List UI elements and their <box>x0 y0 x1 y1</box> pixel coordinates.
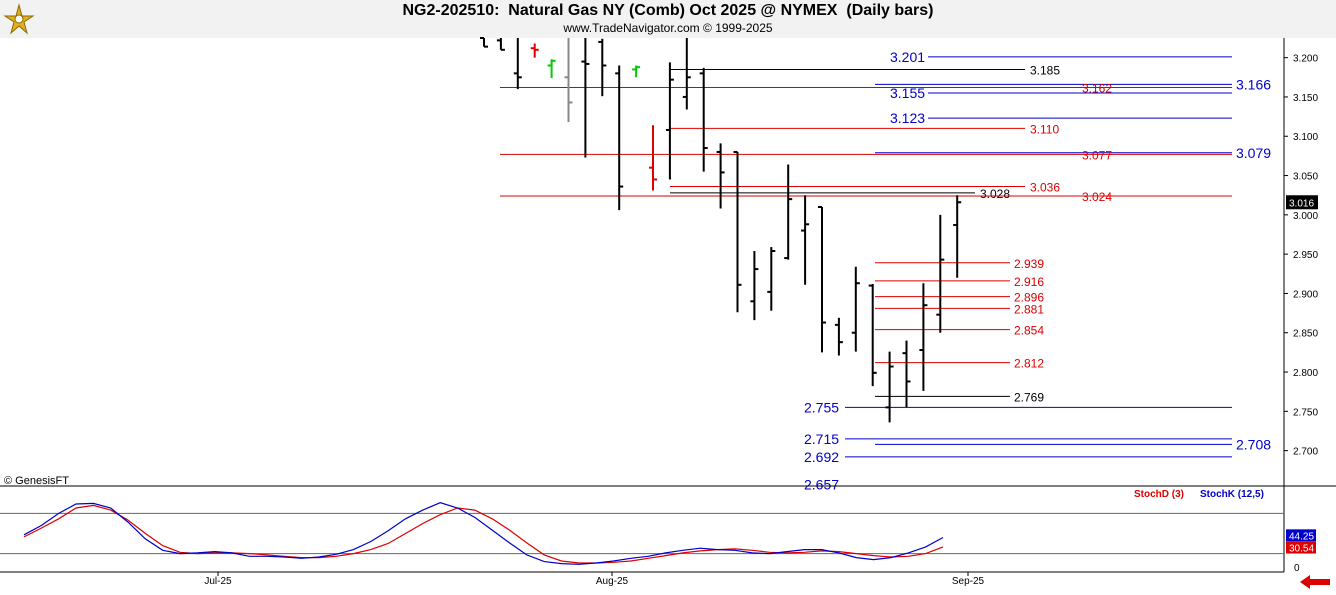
price-tick-label: 3.150 <box>1293 93 1318 104</box>
level-label: 2.812 <box>1014 357 1044 371</box>
stochd-value-label: 30.54 <box>1289 544 1314 555</box>
stoch-series-line <box>23 504 944 564</box>
price-tick-label: 2.700 <box>1293 447 1318 458</box>
level-label: 2.881 <box>1014 302 1044 316</box>
price-tick-label: 3.000 <box>1293 211 1318 222</box>
price-tick-label: 2.800 <box>1293 368 1318 379</box>
level-label: 2.769 <box>1014 390 1044 404</box>
level-label: 3.077 <box>1082 148 1112 162</box>
level-label: 3.110 <box>1030 122 1059 136</box>
level-label: 2.896 <box>1014 291 1044 305</box>
level-label: 2.755 <box>804 399 839 415</box>
level-label: 3.123 <box>890 110 925 126</box>
level-label: 3.024 <box>1082 190 1112 204</box>
level-label: 2.657 <box>804 476 839 492</box>
price-tick-label: 3.100 <box>1293 132 1318 143</box>
time-tick-label: Jul-25 <box>204 576 232 587</box>
price-tick-label: 3.200 <box>1293 54 1318 65</box>
price-bars <box>480 37 962 423</box>
stochk-value-box <box>1286 529 1316 542</box>
level-label: 3.201 <box>890 49 925 65</box>
time-axis: Jul-25 Aug-25 Sep-25 <box>0 571 1284 587</box>
price-tick-label: 2.900 <box>1293 289 1318 300</box>
level-lines: 3.201 3.185 3.166 3.162 3.155 3.123 3.110 3.079… <box>500 49 1271 492</box>
level-label: 2.916 <box>1014 275 1044 289</box>
level-label: 3.155 <box>890 85 925 101</box>
level-label: 2.854 <box>1014 324 1044 338</box>
time-tick-label: Aug-25 <box>596 576 629 587</box>
level-label: 2.692 <box>804 449 839 465</box>
title-bar: NG2-202510: Natural Gas NY (Comb) Oct 20… <box>0 0 1336 38</box>
chart-title: NG2-202510: Natural Gas NY (Comb) Oct 20… <box>402 2 934 19</box>
stochd-value-box <box>1286 541 1316 554</box>
osc-tick-label: 0 <box>1294 563 1300 574</box>
legend-stochd: StochD (3) <box>1134 489 1184 500</box>
level-label: 2.708 <box>1236 436 1271 452</box>
price-tick-label: 2.850 <box>1293 329 1318 340</box>
price-axis: 3.200 3.150 3.100 3.050 3.000 2.950 2.900 2.850… <box>1283 38 1318 572</box>
level-label: 2.939 <box>1014 257 1044 271</box>
level-label: 3.166 <box>1236 76 1271 92</box>
watermark-text: © GenesisFT <box>4 475 69 487</box>
level-label: 3.185 <box>1030 63 1060 77</box>
stochastic-panel: 0 StochD (3) StochK (12,5) 44.25 30.54 <box>0 485 1336 574</box>
time-tick-label: Sep-25 <box>952 576 985 587</box>
price-tick-label: 3.050 <box>1293 172 1318 183</box>
level-label: 3.036 <box>1030 181 1060 195</box>
scroll-left-arrow-icon[interactable] <box>1298 574 1332 595</box>
stochk-value-label: 44.25 <box>1289 531 1314 542</box>
current-price-box <box>1286 195 1318 210</box>
level-label: 3.028 <box>980 187 1010 201</box>
legend-stochk: StochK (12,5) <box>1200 489 1264 500</box>
genesis-logo-icon <box>2 2 36 36</box>
current-price-label: 3.016 <box>1289 198 1314 209</box>
price-tick-label: 2.750 <box>1293 407 1318 418</box>
price-tick-label: 2.950 <box>1293 250 1318 261</box>
level-label: 2.715 <box>804 431 839 447</box>
chart-subtitle: www.TradeNavigator.com © 1999-2025 <box>563 21 773 35</box>
level-label: 3.079 <box>1236 145 1271 161</box>
level-label: 3.162 <box>1082 82 1112 96</box>
stoch-series-line <box>23 502 944 565</box>
